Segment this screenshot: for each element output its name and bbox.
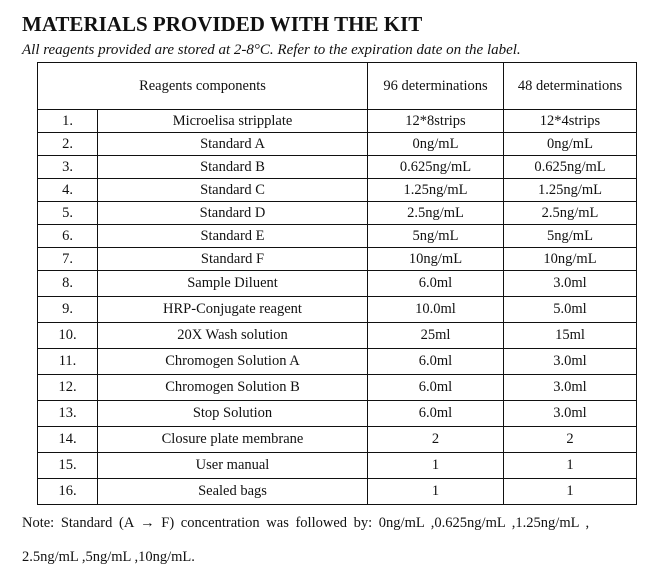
amount-48: 15ml [503, 322, 637, 349]
amount-96: 25ml [367, 322, 504, 349]
amount-96: 5ng/mL [367, 224, 504, 248]
amount-96: 1.25ng/mL [367, 178, 504, 202]
row-number: 8. [37, 270, 98, 297]
table-row: 16. Sealed bags 1 1 [37, 478, 637, 505]
reagent-name: Chromogen Solution B [97, 374, 368, 401]
amount-96: 6.0ml [367, 270, 504, 297]
amount-96: 1 [367, 452, 504, 479]
amount-48: 5.0ml [503, 296, 637, 323]
reagent-name: HRP-Conjugate reagent [97, 296, 368, 323]
row-number: 9. [37, 296, 98, 323]
amount-48: 3.0ml [503, 400, 637, 427]
reagent-name: Standard A [97, 132, 368, 156]
reagent-name: Standard F [97, 247, 368, 271]
amount-96: 0ng/mL [367, 132, 504, 156]
row-number: 10. [37, 322, 98, 349]
note-line-2: 2.5ng/mL ,5ng/mL ,10ng/mL. [22, 549, 195, 565]
amount-48: 10ng/mL [503, 247, 637, 271]
row-number: 4. [37, 178, 98, 202]
row-number: 12. [37, 374, 98, 401]
amount-48: 0ng/mL [503, 132, 637, 156]
header-reagents: Reagents components [37, 62, 368, 110]
amount-48: 3.0ml [503, 270, 637, 297]
amount-48: 12*4strips [503, 109, 637, 133]
table-row: 4. Standard C 1.25ng/mL 1.25ng/mL [37, 178, 637, 202]
table-row: 15. User manual 1 1 [37, 452, 637, 479]
amount-48: 3.0ml [503, 348, 637, 375]
table-row: 2. Standard A 0ng/mL 0ng/mL [37, 132, 637, 156]
amount-96: 10ng/mL [367, 247, 504, 271]
amount-96: 12*8strips [367, 109, 504, 133]
reagent-name: User manual [97, 452, 368, 479]
row-number: 15. [37, 452, 98, 479]
reagent-name: Standard E [97, 224, 368, 248]
amount-96: 2 [367, 426, 504, 453]
reagent-name: Chromogen Solution A [97, 348, 368, 375]
header-48: 48 determinations [503, 62, 637, 110]
amount-96: 0.625ng/mL [367, 155, 504, 179]
row-number: 1. [37, 109, 98, 133]
table-row: 13. Stop Solution 6.0ml 3.0ml [37, 400, 637, 427]
amount-48: 1 [503, 478, 637, 505]
storage-subtitle: All reagents provided are stored at 2-8°… [22, 42, 521, 58]
row-number: 2. [37, 132, 98, 156]
table-row: 12. Chromogen Solution B 6.0ml 3.0ml [37, 374, 637, 401]
header-96: 96 determinations [367, 62, 504, 110]
materials-table: Reagents components 96 determinations 48… [37, 62, 637, 505]
reagent-name: Sample Diluent [97, 270, 368, 297]
amount-96: 1 [367, 478, 504, 505]
reagent-name: Closure plate membrane [97, 426, 368, 453]
table-row: 14. Closure plate membrane 2 2 [37, 426, 637, 453]
amount-48: 5ng/mL [503, 224, 637, 248]
amount-48: 0.625ng/mL [503, 155, 637, 179]
row-number: 14. [37, 426, 98, 453]
section-title: MATERIALS PROVIDED WITH THE KIT [22, 12, 423, 36]
amount-48: 2.5ng/mL [503, 201, 637, 225]
reagent-name: Sealed bags [97, 478, 368, 505]
row-number: 11. [37, 348, 98, 375]
amount-48: 2 [503, 426, 637, 453]
row-number: 13. [37, 400, 98, 427]
table-row: 5. Standard D 2.5ng/mL 2.5ng/mL [37, 201, 637, 225]
reagent-name: 20X Wash solution [97, 322, 368, 349]
table-row: 7. Standard F 10ng/mL 10ng/mL [37, 247, 637, 271]
amount-48: 1.25ng/mL [503, 178, 637, 202]
reagent-name: Standard B [97, 155, 368, 179]
amount-96: 6.0ml [367, 348, 504, 375]
table-row: 3. Standard B 0.625ng/mL 0.625ng/mL [37, 155, 637, 179]
amount-48: 1 [503, 452, 637, 479]
reagent-name: Microelisa stripplate [97, 109, 368, 133]
table-row: 11. Chromogen Solution A 6.0ml 3.0ml [37, 348, 637, 375]
note-line-1: Note: Standard (A → F) concentration was… [22, 515, 590, 531]
row-number: 16. [37, 478, 98, 505]
table-row: 9. HRP-Conjugate reagent 10.0ml 5.0ml [37, 296, 637, 323]
amount-96: 10.0ml [367, 296, 504, 323]
table-row: 10. 20X Wash solution 25ml 15ml [37, 322, 637, 349]
table-row: 8. Sample Diluent 6.0ml 3.0ml [37, 270, 637, 297]
row-number: 5. [37, 201, 98, 225]
amount-96: 6.0ml [367, 374, 504, 401]
row-number: 3. [37, 155, 98, 179]
row-number: 6. [37, 224, 98, 248]
amount-96: 2.5ng/mL [367, 201, 504, 225]
reagent-name: Standard D [97, 201, 368, 225]
reagent-name: Standard C [97, 178, 368, 202]
reagent-name: Stop Solution [97, 400, 368, 427]
row-number: 7. [37, 247, 98, 271]
amount-96: 6.0ml [367, 400, 504, 427]
table-row: 1. Microelisa stripplate 12*8strips 12*4str… [37, 109, 637, 133]
table-header-row: Reagents components 96 determinations 48… [37, 62, 637, 110]
table-row: 6. Standard E 5ng/mL 5ng/mL [37, 224, 637, 248]
amount-48: 3.0ml [503, 374, 637, 401]
